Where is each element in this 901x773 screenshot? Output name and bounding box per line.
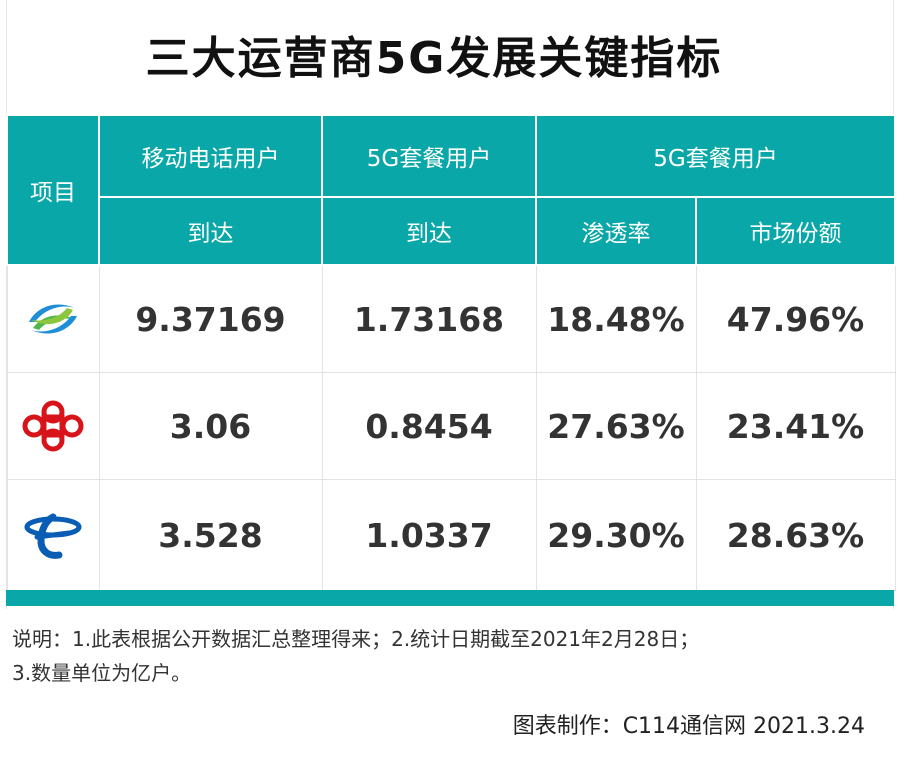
footnote-line-1: 说明：1.此表根据公开数据汇总整理得来；2.统计日期截至2021年2月28日； (12, 627, 700, 651)
cell-market-share: 47.96% (695, 264, 896, 373)
cell-5g-users: 1.73168 (321, 264, 537, 373)
footnote: 说明：1.此表根据公开数据汇总整理得来；2.统计日期截至2021年2月28日； … (12, 622, 882, 690)
header-5g-users-group: 5G套餐用户 (535, 114, 896, 198)
header-row-top: 项目 移动电话用户 5G套餐用户 5G套餐用户 (6, 114, 896, 266)
table-bottom-bar (6, 590, 894, 606)
header-penetration: 渗透率 (535, 196, 697, 266)
cell-penetration: 18.48% (535, 264, 697, 373)
kpi-table: 项目 移动电话用户 5G套餐用户 5G套餐用户 到达 到达 渗透率 市场份额 9… (6, 114, 896, 591)
credit-line: 图表制作：C114通信网 2021.3.24 (512, 714, 865, 739)
cell-5g-users: 1.0337 (321, 479, 537, 591)
header-mobile-arrival: 到达 (98, 196, 323, 266)
page-title: 三大运营商5G发展关键指标 (145, 33, 723, 84)
cell-market-share: 28.63% (695, 479, 896, 591)
cell-5g-users: 0.8454 (321, 372, 537, 480)
table-row: 3.06 0.8454 27.63% 23.41% (6, 372, 896, 480)
row-logo-cell (6, 372, 100, 480)
cell-penetration: 29.30% (535, 479, 697, 591)
header-5g-users: 5G套餐用户 (321, 114, 537, 198)
cell-mobile-users: 3.528 (98, 479, 323, 591)
header-market-share: 市场份额 (695, 196, 896, 266)
header-mobile-users: 移动电话用户 (98, 114, 323, 198)
header-item: 项目 (6, 114, 100, 266)
cell-mobile-users: 9.37169 (98, 264, 323, 373)
cell-penetration: 27.63% (535, 372, 697, 480)
header-row-sub: 到达 到达 渗透率 市场份额 (7, 196, 896, 266)
header-5g-arrival: 到达 (321, 196, 537, 266)
cell-market-share: 23.41% (695, 372, 896, 480)
row-logo-cell (6, 479, 100, 591)
footnote-line-2: 3.数量单位为亿户。 (12, 661, 192, 685)
cell-mobile-users: 3.06 (98, 372, 323, 480)
table-row: 3.528 1.0337 29.30% 28.63% (6, 479, 896, 591)
row-logo-cell (6, 264, 100, 373)
china-mobile-logo-icon (8, 292, 99, 346)
china-unicom-logo-icon (8, 398, 99, 454)
china-telecom-logo-icon (8, 507, 99, 563)
table-row: 9.37169 1.73168 18.48% 47.96% (6, 264, 896, 373)
